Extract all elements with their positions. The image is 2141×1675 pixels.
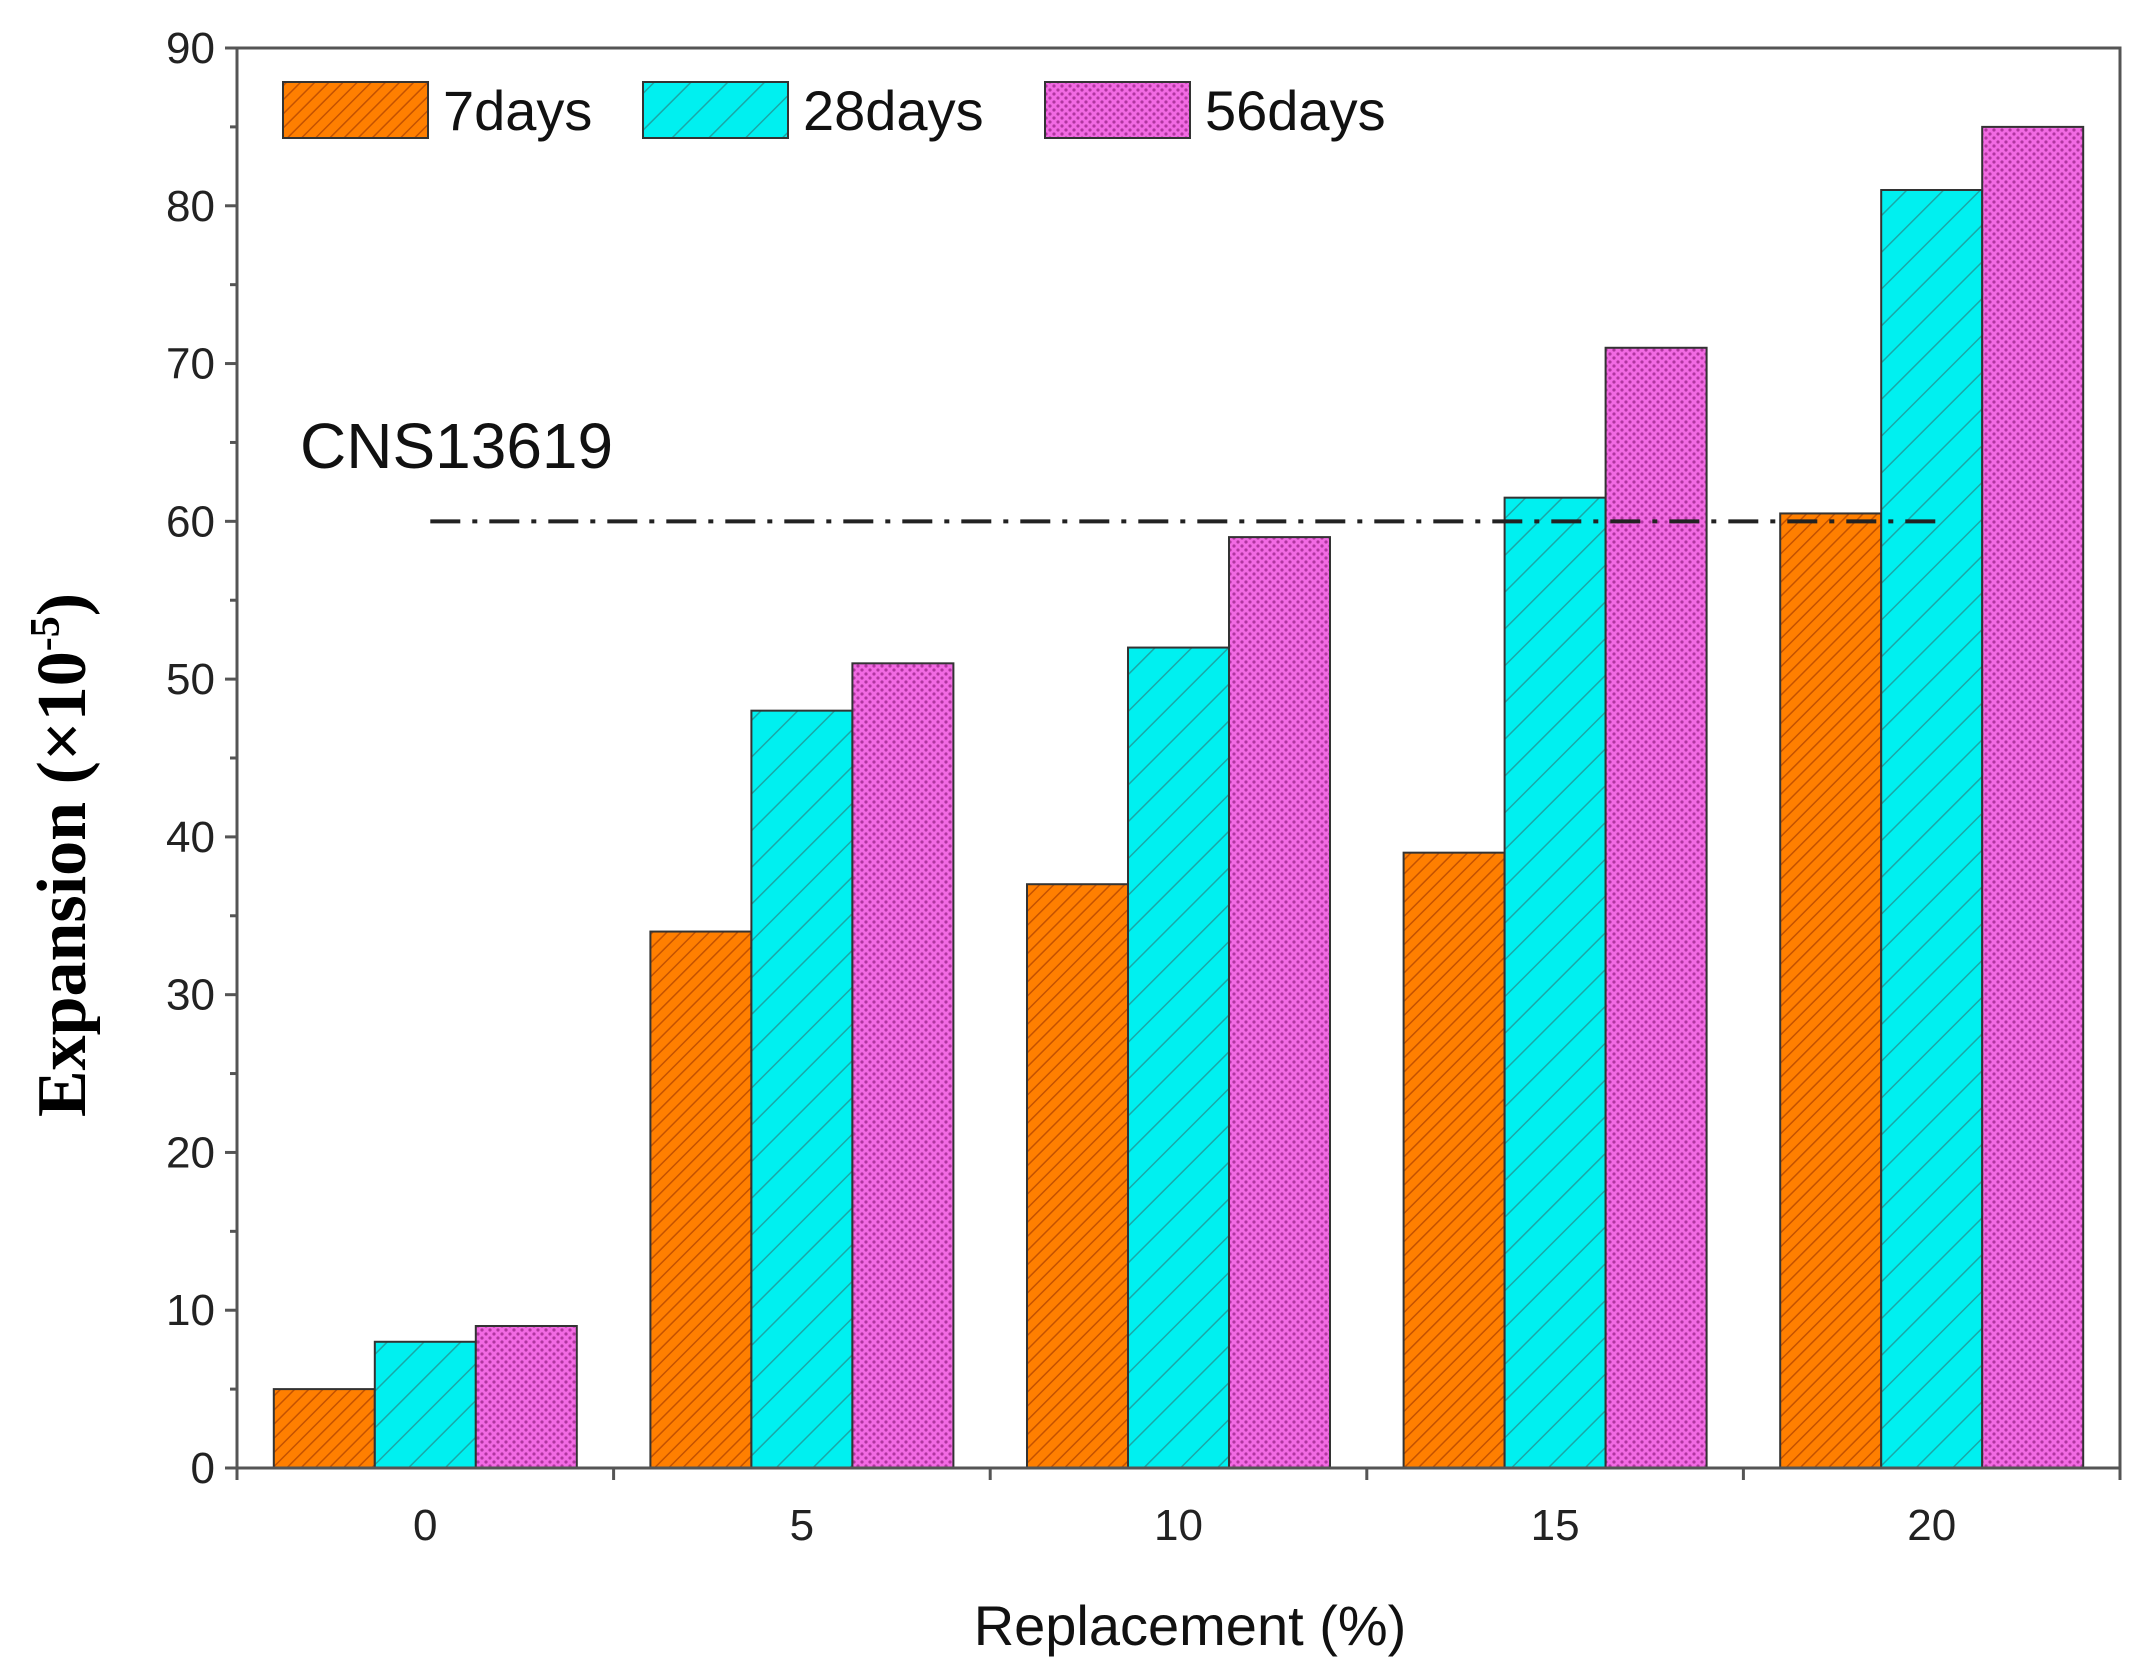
bar-28days-15 xyxy=(1503,496,1607,1469)
reference-line-label: CNS13619 xyxy=(300,410,613,482)
bar-56days-10 xyxy=(1228,536,1331,1469)
y-axis-label: Expansion (×10-5) xyxy=(23,593,101,1117)
bar-7days-0 xyxy=(272,1388,376,1469)
bar-7days-5 xyxy=(649,930,753,1469)
bar-56days-20 xyxy=(1981,125,2085,1469)
bar-28days-20 xyxy=(1880,189,1984,1469)
bar-56days-5 xyxy=(851,662,955,1469)
bar-28days-5 xyxy=(750,709,854,1469)
bar-7days-20 xyxy=(1779,512,1883,1469)
legend-swatch-28days xyxy=(642,81,789,139)
y-tick-label-40: 40 xyxy=(166,813,215,862)
legend-label-56days: 56days xyxy=(1205,79,1386,142)
bar-7days-10 xyxy=(1026,883,1129,1469)
y-tick-label-0: 0 xyxy=(191,1444,215,1493)
y-tick-label-20: 20 xyxy=(166,1128,215,1177)
bar-56days-15 xyxy=(1604,346,1708,1469)
y-axis-label-superscript: -5 xyxy=(23,616,69,651)
legend-label-7days: 7days xyxy=(443,79,592,142)
x-tick-label-15: 15 xyxy=(1531,1501,1580,1550)
legend: 7days 28days 56days xyxy=(282,79,1386,142)
x-axis-label: Replacement (%) xyxy=(974,1594,1407,1657)
x-tick-label-0: 0 xyxy=(413,1501,437,1550)
bar-28days-0 xyxy=(373,1340,477,1470)
legend-label-28days: 28days xyxy=(803,79,984,142)
x-tick-label-5: 5 xyxy=(790,1501,814,1550)
bars-layer xyxy=(272,125,2085,1470)
y-axis-label-close: ) xyxy=(24,593,101,616)
y-tick-label-80: 80 xyxy=(166,182,215,231)
y-tick-label-60: 60 xyxy=(166,497,215,546)
bar-28days-10 xyxy=(1127,646,1230,1469)
y-tick-label-10: 10 xyxy=(166,1286,215,1335)
bar-56days-0 xyxy=(474,1325,578,1469)
x-tick-label-10: 10 xyxy=(1154,1501,1203,1550)
y-tick-label-70: 70 xyxy=(166,340,215,389)
axes-layer: 0 10 20 30 40 50 60 70 80 90 0 5 10 15 20 xyxy=(166,24,2122,1550)
legend-swatch-7days xyxy=(282,81,429,139)
y-tick-label-90: 90 xyxy=(166,24,215,73)
legend-swatch-56days xyxy=(1044,81,1191,139)
y-tick-label-30: 30 xyxy=(166,971,215,1020)
y-axis-label-main: Expansion (×10 xyxy=(24,651,101,1117)
y-tick-label-50: 50 xyxy=(166,655,215,704)
bar-7days-15 xyxy=(1402,851,1506,1469)
x-tick-label-20: 20 xyxy=(1907,1501,1956,1550)
